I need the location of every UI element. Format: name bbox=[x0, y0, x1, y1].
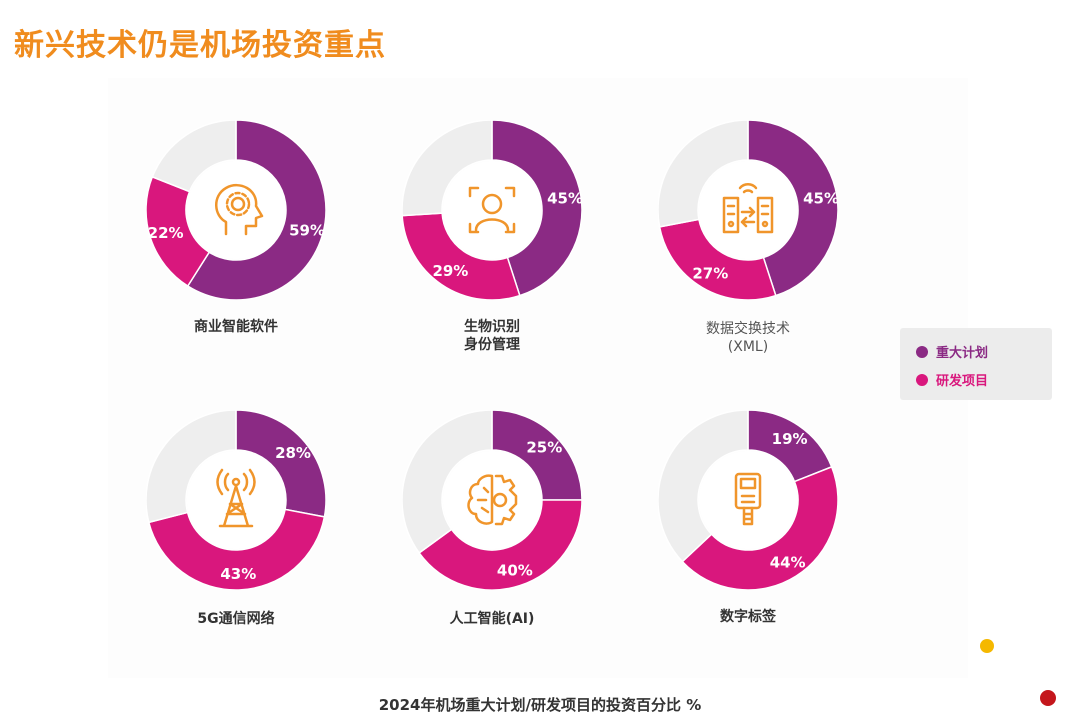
donut-hole bbox=[443, 161, 541, 259]
donut-svg: 25% 40% bbox=[402, 410, 582, 590]
slice-major-plan bbox=[491, 120, 582, 297]
donut-chart: 45% 29% 生物识别 身份管理 bbox=[402, 120, 602, 353]
slice-rd-project bbox=[681, 465, 838, 590]
donut-hole bbox=[699, 161, 797, 259]
brain-gear-icon bbox=[467, 474, 518, 526]
legend-item-rd-project: 研发项目 bbox=[916, 370, 988, 389]
donut-chart: 59% 22% 商业智能软件 bbox=[146, 120, 346, 340]
chart-category-label: 商业智能软件 bbox=[194, 319, 278, 335]
slice-major-plan bbox=[186, 120, 326, 300]
slice-remainder bbox=[402, 410, 493, 554]
donut-svg: 19% 44% bbox=[658, 410, 838, 590]
antenna-tower-icon bbox=[216, 468, 256, 528]
slice-remainder bbox=[658, 120, 749, 228]
slice-major-plan bbox=[747, 120, 838, 297]
data-label-rd-project: 29% bbox=[432, 262, 468, 280]
server-exchange-icon bbox=[722, 183, 774, 234]
donut-svg: 45% 27% bbox=[658, 120, 838, 300]
slice-rd-project bbox=[402, 212, 521, 300]
donut-chart: 45% 27% 数据交换技术 (XML) bbox=[658, 120, 858, 355]
data-label-rd-project: 43% bbox=[220, 565, 256, 583]
decorative-red-dot bbox=[1040, 690, 1056, 706]
donut-svg: 28% 43% bbox=[146, 410, 326, 590]
slice-rd-project bbox=[147, 508, 326, 590]
page-title: 新兴技术仍是机场投资重点 bbox=[14, 28, 386, 63]
legend-swatch-major-plan bbox=[916, 345, 928, 358]
data-label-rd-project: 44% bbox=[770, 553, 806, 571]
data-label-major-plan: 45% bbox=[803, 189, 838, 207]
data-label-major-plan: 25% bbox=[526, 439, 562, 457]
chart-caption: 2024年机场重大计划/研发项目的投资百分比 % bbox=[378, 696, 702, 714]
donut-chart: 19% 44% 数字标签 bbox=[658, 410, 858, 630]
donut-hole bbox=[187, 451, 285, 549]
donut-chart: 28% 43% 5G通信网络 bbox=[146, 410, 346, 630]
data-label-rd-project: 40% bbox=[497, 561, 533, 579]
data-label-major-plan: 28% bbox=[275, 444, 311, 462]
slice-remainder bbox=[151, 120, 237, 193]
donut-hole bbox=[699, 451, 797, 549]
legend-label-major-plan: 重大计划 bbox=[936, 346, 989, 361]
legend-swatch-rd-project bbox=[916, 373, 928, 386]
chart-category-label: 数字标签 bbox=[720, 609, 776, 625]
chart-category-label: 5G通信网络 bbox=[197, 611, 275, 627]
data-label-major-plan: 19% bbox=[772, 430, 808, 448]
slice-rd-project bbox=[418, 499, 582, 590]
head-gear-icon bbox=[215, 183, 264, 236]
donut-svg: 59% 22% bbox=[146, 120, 326, 300]
data-label-rd-project: 27% bbox=[692, 265, 728, 283]
legend: 重大计划 研发项目 bbox=[900, 328, 1052, 400]
data-label-rd-project: 22% bbox=[148, 224, 184, 242]
face-scan-icon bbox=[468, 186, 516, 234]
slice-major-plan bbox=[235, 410, 326, 518]
slice-remainder bbox=[402, 120, 493, 217]
slice-remainder bbox=[146, 410, 237, 524]
donut-chart: 25% 40% 人工智能(AI) bbox=[402, 410, 602, 630]
donut-svg: 45% 29% bbox=[402, 120, 582, 300]
legend-item-major-plan: 重大计划 bbox=[916, 342, 988, 361]
chart-category-label: 数据交换技术 (XML) bbox=[706, 321, 790, 355]
data-label-major-plan: 45% bbox=[547, 189, 582, 207]
tag-reader-icon bbox=[734, 472, 762, 526]
legend-label-rd-project: 研发项目 bbox=[936, 374, 989, 389]
chart-category-label: 生物识别 身份管理 bbox=[464, 319, 520, 353]
data-label-major-plan: 59% bbox=[289, 222, 325, 240]
decorative-yellow-dot bbox=[980, 639, 994, 653]
slice-remainder bbox=[658, 410, 749, 563]
slice-rd-project bbox=[658, 218, 777, 300]
chart-category-label: 人工智能(AI) bbox=[449, 611, 535, 627]
